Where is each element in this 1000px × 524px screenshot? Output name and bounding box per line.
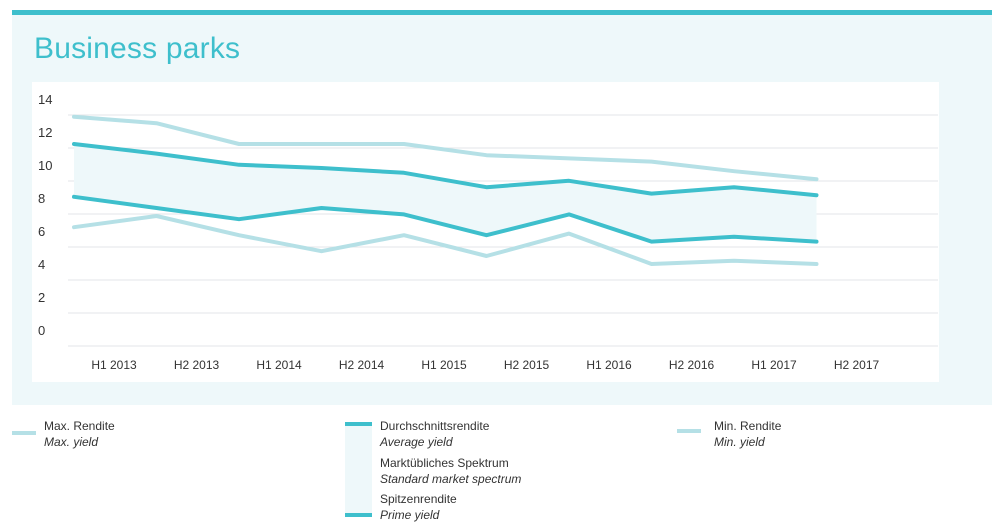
spectrum-area <box>74 144 817 242</box>
series-line-prime <box>72 194 819 244</box>
legend-min-de: Min. Rendite <box>714 419 782 433</box>
legend-prime-en: Prime yield <box>380 508 440 522</box>
legend-max-en: Max. yield <box>44 435 99 449</box>
y-tick-label: 12 <box>38 125 52 140</box>
x-tick-label: H2 2013 <box>174 358 220 372</box>
legend-average: Durchschnittsrendite Average yield <box>380 418 489 450</box>
legend-spectrum-swatch <box>345 425 372 515</box>
x-tick-label: H1 2014 <box>256 358 302 372</box>
x-axis-ticks: H1 2013 H2 2013 H1 2014 H2 2014 H1 2015 H2 20… <box>91 358 879 372</box>
legend-prime: Spitzenrendite Prime yield <box>380 491 457 523</box>
y-axis-ticks: 14 12 10 8 6 4 2 0 <box>38 92 52 338</box>
x-tick-label: H2 2017 <box>834 358 880 372</box>
legend-spectrum-en: Standard market spectrum <box>380 472 522 486</box>
legend-max: Max. Rendite Max. yield <box>44 418 115 450</box>
y-tick-label: 6 <box>38 224 45 239</box>
legend-max-swatch <box>12 431 36 435</box>
legend-spectrum: Marktübliches Spektrum Standard market s… <box>380 455 521 487</box>
series-line-average <box>72 142 819 198</box>
legend-average-de: Durchschnittsrendite <box>380 419 490 433</box>
x-tick-label: H2 2014 <box>339 358 385 372</box>
legend-average-en: Average yield <box>380 435 453 449</box>
legend-min: Min. Rendite Min. yield <box>714 418 781 450</box>
y-tick-label: 2 <box>38 290 45 305</box>
y-tick-label: 0 <box>38 323 45 338</box>
x-tick-label: H1 2013 <box>91 358 137 372</box>
legend-max-de: Max. Rendite <box>44 419 115 433</box>
legend-average-swatch <box>345 422 372 426</box>
x-tick-label: H1 2017 <box>751 358 797 372</box>
x-tick-label: H2 2016 <box>669 358 715 372</box>
x-tick-label: H2 2015 <box>504 358 550 372</box>
top-accent-rule <box>12 10 992 15</box>
x-tick-label: H1 2015 <box>421 358 467 372</box>
spectrum-band <box>74 144 817 242</box>
series-line-max <box>72 114 819 182</box>
y-tick-label: 10 <box>38 158 52 173</box>
x-tick-label: H1 2016 <box>586 358 632 372</box>
legend-min-swatch <box>677 429 701 433</box>
legend-min-en: Min. yield <box>714 435 765 449</box>
y-tick-label: 14 <box>38 92 52 107</box>
legend-prime-swatch <box>345 513 372 517</box>
chart-title: Business parks <box>34 32 241 65</box>
series-lines <box>72 114 819 266</box>
legend-prime-de: Spitzenrendite <box>380 492 457 506</box>
series-line-min <box>72 214 819 266</box>
legend-spectrum-de: Marktübliches Spektrum <box>380 456 509 470</box>
y-tick-label: 8 <box>38 191 45 206</box>
y-tick-label: 4 <box>38 257 45 272</box>
